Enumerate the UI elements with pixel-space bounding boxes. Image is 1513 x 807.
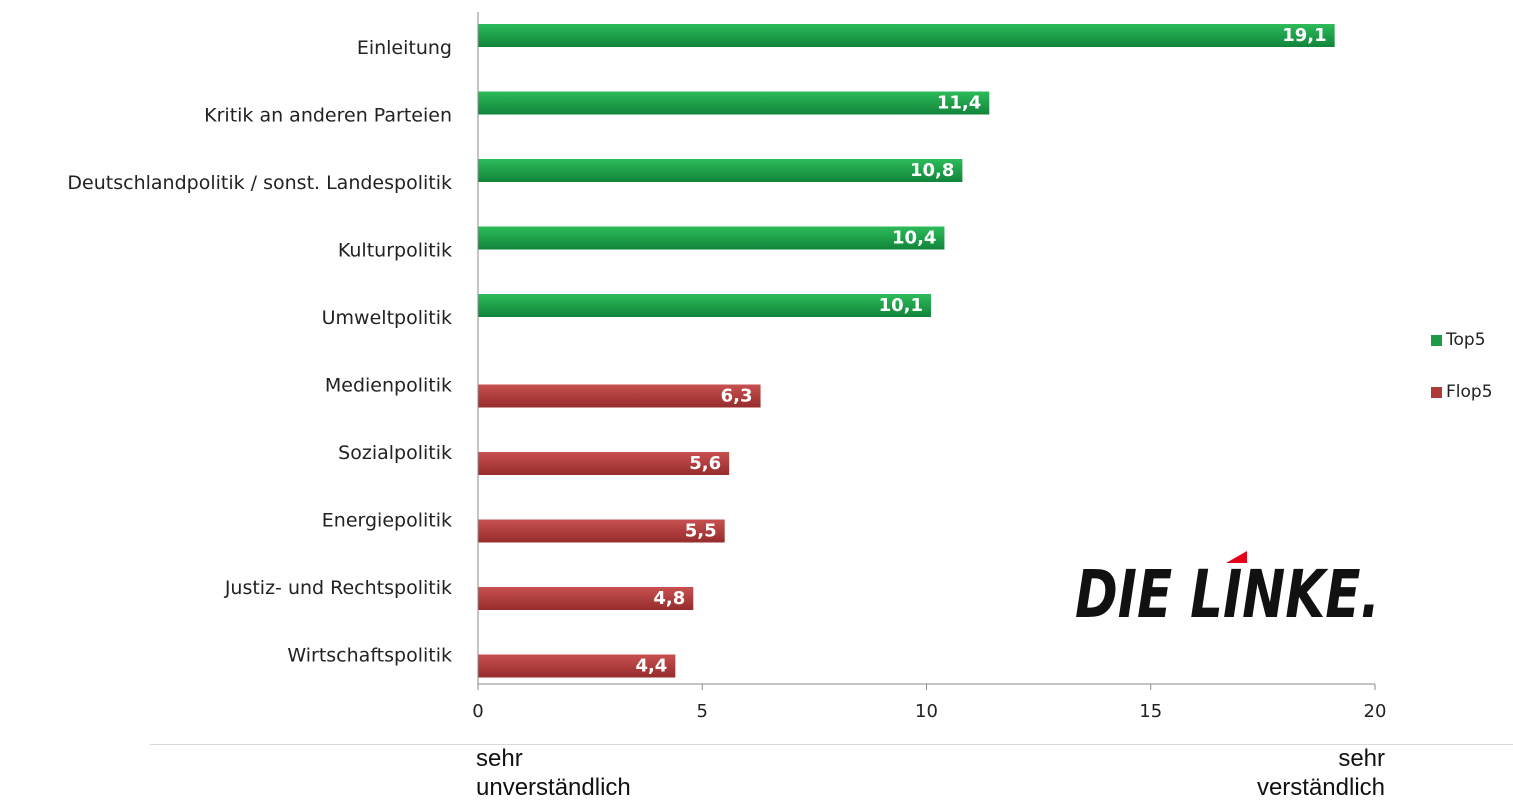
axis-annotation-left-line1: sehr [476, 745, 523, 772]
legend-label-top5: Top5 [1446, 330, 1486, 350]
category-label: Kritik an anderen Parteien [204, 105, 452, 127]
category-label: Energiepolitik [322, 510, 452, 532]
axis-annotation-right-line1: sehr [1338, 745, 1385, 772]
category-label: Justiz- und Rechtspolitik [224, 577, 452, 599]
legend-item-top5: Top5 [1431, 327, 1493, 353]
logo-wordmark: DIE LINKE. [1075, 556, 1380, 625]
axis-annotation-right: sehr verständlich [1195, 744, 1385, 802]
bar-data-label: 19,1 [1282, 25, 1326, 46]
x-tick-label: 10 [915, 701, 938, 722]
category-labels: Einleitung Kritik an anderen Parteien Deut… [67, 37, 452, 667]
logo-accent-icon [1226, 551, 1247, 563]
bar-flop5-7 [478, 452, 730, 475]
x-axis: 0 5 10 15 20 [472, 12, 1386, 722]
bar-data-label: 10,8 [910, 160, 954, 181]
category-label: Einleitung [357, 37, 452, 59]
x-tick-label: 0 [472, 701, 483, 722]
bar-data-label: 10,4 [892, 228, 936, 249]
bar-data-label: 5,6 [689, 453, 721, 474]
category-label: Medienpolitik [325, 375, 452, 397]
bar-data-label: 11,4 [937, 93, 981, 114]
legend-item-flop5: Flop5 [1431, 379, 1493, 405]
bar-top5-2 [478, 91, 990, 115]
legend-label-flop5: Flop5 [1446, 382, 1493, 402]
bar-data-label: 5,5 [685, 521, 717, 542]
x-tick-label: 5 [697, 701, 708, 722]
x-tick-label: 20 [1364, 701, 1387, 722]
bar-flop5-10 [478, 654, 676, 678]
category-label: Deutschlandpolitik / sonst. Landespoliti… [67, 172, 452, 194]
bar-data-label: 4,8 [653, 588, 685, 609]
bar-top5-3 [478, 159, 963, 182]
category-label: Umweltpolitik [322, 307, 452, 329]
bar-data-label: 6,3 [721, 386, 753, 407]
category-label: Wirtschaftspolitik [287, 645, 452, 667]
bar-top5-1 [478, 24, 1335, 47]
legend-swatch-top5 [1431, 334, 1442, 346]
category-label: Kulturpolitik [338, 240, 452, 262]
bottom-rule [150, 744, 1513, 745]
axis-annotation-left: sehr unverständlich [476, 744, 631, 802]
bar-flop5-8 [478, 519, 725, 543]
bar-data-label: 4,4 [635, 656, 667, 677]
legend-swatch-flop5 [1431, 386, 1442, 398]
die-linke-logo: DIE LINKE. [1075, 551, 1380, 625]
bar-top5-5 [478, 294, 931, 317]
bar-data-label: 10,1 [879, 295, 923, 316]
category-label: Sozialpolitik [338, 442, 452, 464]
legend: Top5 Flop5 [1431, 327, 1493, 431]
axis-annotation-left-line2: unverständlich [476, 774, 631, 801]
x-tick-label: 15 [1139, 701, 1162, 722]
bars-layer: 19,1 11,4 10,8 10,4 10,1 6,3 5,6 5,5 4,8 4,4 [478, 24, 1335, 678]
bar-flop5-9 [478, 587, 694, 610]
bar-top5-4 [478, 226, 945, 250]
bar-flop5-6 [478, 384, 761, 408]
axis-annotation-right-line2: verständlich [1256, 774, 1385, 801]
